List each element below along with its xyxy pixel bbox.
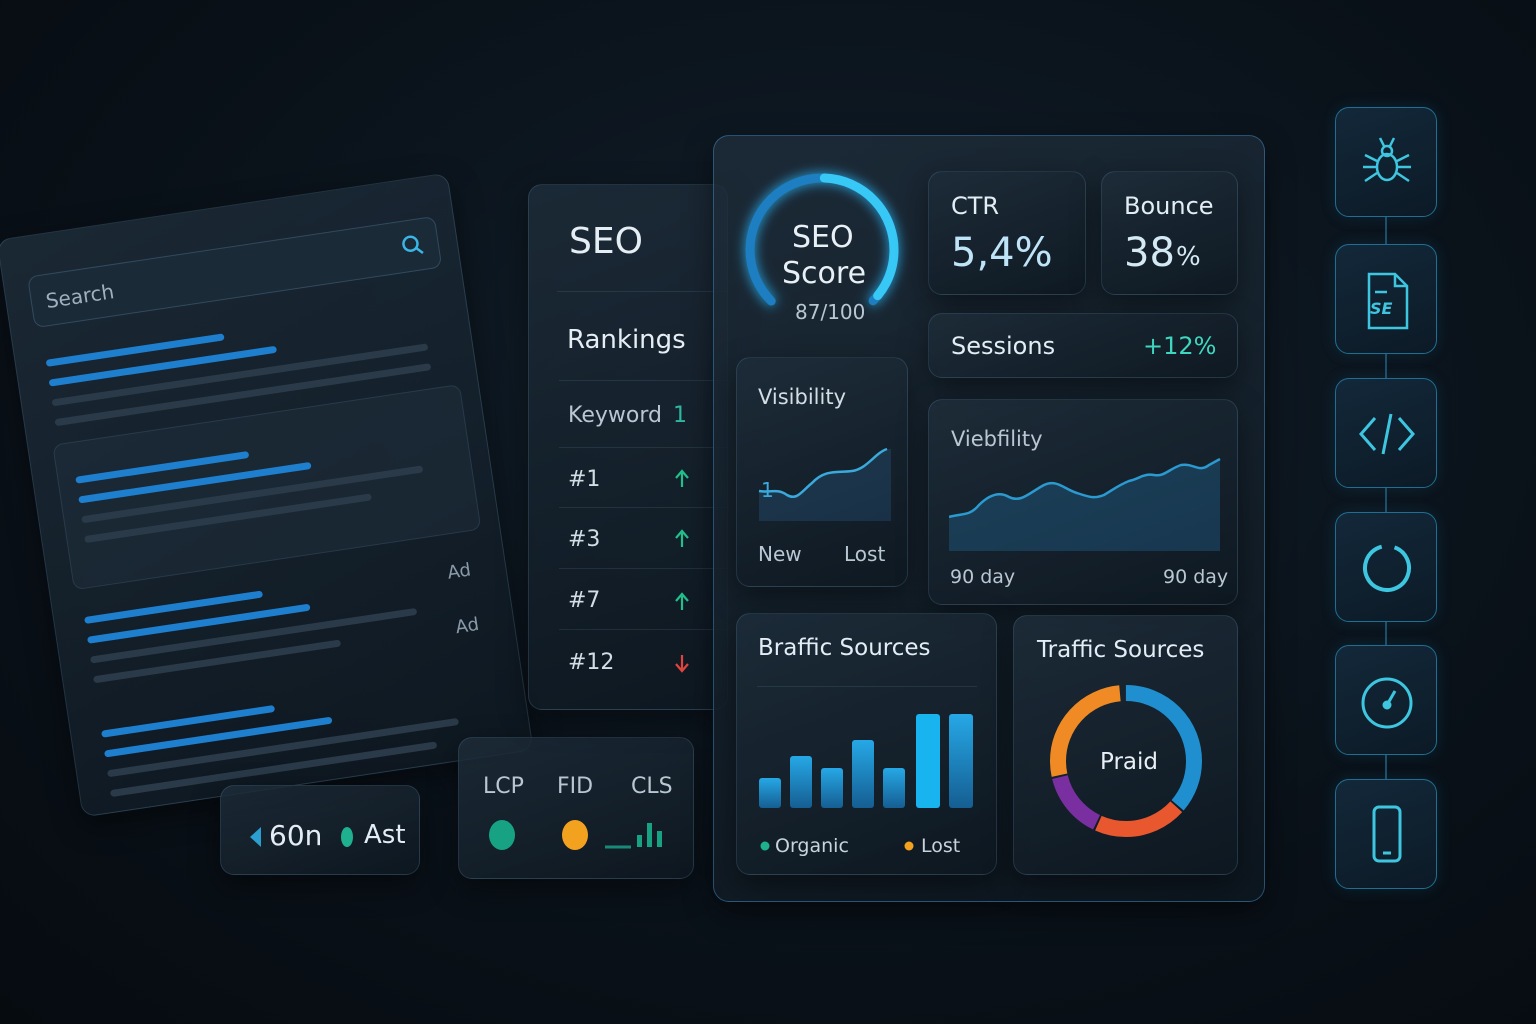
legend-label: Lost	[921, 835, 961, 857]
braffic-card: Braffic Sources Organic Lost	[736, 613, 997, 875]
ring-icon[interactable]	[1335, 512, 1437, 622]
legend-dot	[904, 841, 914, 851]
visibility-card: Visibility 1 New Lost	[736, 357, 908, 587]
footer-left: 60n	[269, 819, 323, 852]
speed-icon[interactable]	[1335, 645, 1437, 755]
crawler-icon[interactable]	[1335, 107, 1437, 217]
search-placeholder: Search	[44, 279, 116, 314]
legend-label: New	[758, 542, 802, 566]
rank-label: #7	[568, 588, 601, 613]
divider	[557, 291, 729, 292]
bounce-label: Bounce	[1124, 192, 1214, 220]
vital-indicators	[489, 820, 662, 850]
score-gauge	[745, 173, 899, 327]
result-line	[87, 603, 311, 644]
rank-label: #3	[568, 527, 601, 552]
result-line	[104, 716, 333, 758]
sessions-card: Sessions +12%	[928, 313, 1238, 378]
axis-label: 90 day	[1163, 566, 1229, 588]
ctr-card: CTR 5,4%	[928, 171, 1086, 295]
sessions-label: Sessions	[951, 332, 1056, 360]
ad-label: Ad	[446, 559, 473, 584]
divider	[559, 447, 729, 448]
sessions-change: +12%	[1143, 332, 1217, 360]
donut-center: Praid	[1100, 749, 1159, 775]
braffic-title: Braffic Sources	[758, 635, 931, 661]
divider	[559, 568, 729, 569]
ad-label: Ad	[454, 613, 481, 639]
visibility-title: Visibility	[758, 385, 847, 409]
search-panel: Search Ad Ad	[0, 172, 534, 818]
column-value: 1	[673, 403, 687, 428]
rank-label: #1	[568, 467, 601, 492]
left-marker	[250, 827, 261, 847]
connector	[1385, 200, 1387, 800]
dot-marker	[341, 827, 353, 847]
legend-label: Organic	[775, 835, 849, 857]
rankings-panel: SEO Rankings Keyword 1 #1 #3 #7 #12	[528, 184, 729, 710]
axis-label: 90 day	[950, 566, 1016, 588]
ctr-label: CTR	[951, 192, 1000, 220]
divider	[559, 507, 729, 508]
search-box[interactable]: Search	[27, 215, 443, 329]
legend-label: Lost	[844, 542, 886, 566]
traffic-card: Traffic Sources Praid	[1013, 615, 1238, 875]
viebfility-card: Viebfility 90 day 90 day	[928, 399, 1238, 605]
rank-label: #12	[568, 650, 615, 675]
bar-chart	[759, 714, 973, 808]
vital-label: LCP	[483, 774, 524, 799]
file-label: SE	[1370, 299, 1393, 318]
code-icon[interactable]	[1335, 378, 1437, 488]
search-icon[interactable]	[398, 231, 428, 261]
visibility-marker: 1	[761, 478, 774, 502]
footer-card: 60n Ast	[220, 785, 420, 875]
divider	[559, 380, 729, 381]
rankings-heading: Rankings	[567, 325, 686, 355]
vitals-card: LCP FID CLS	[458, 737, 694, 879]
divider	[559, 629, 729, 630]
panel-title: SEO	[569, 221, 643, 262]
column-label: Keyword	[568, 403, 662, 428]
viebfility-area	[949, 457, 1221, 551]
score-title: SEO	[792, 220, 854, 255]
score-title: Score	[782, 256, 867, 291]
mobile-icon[interactable]	[1335, 779, 1437, 889]
legend-dot	[760, 841, 770, 851]
score-value: 87/100	[795, 300, 866, 324]
donut	[1050, 685, 1202, 837]
divider	[757, 686, 977, 687]
ctr-value: 5,4%	[951, 230, 1053, 276]
bounce-unit: %	[1176, 242, 1201, 272]
traffic-title: Traffic Sources	[1037, 637, 1205, 663]
trend-arrows	[675, 469, 689, 673]
result-line	[48, 345, 278, 387]
vital-label: CLS	[631, 774, 673, 799]
footer-right: Ast	[364, 820, 406, 850]
bounce-card: Bounce 38 %	[1101, 171, 1238, 295]
visibility-sparkline	[758, 447, 891, 521]
viebfility-title: Viebfility	[951, 427, 1043, 451]
result-line	[92, 639, 342, 684]
bounce-value: 38	[1124, 230, 1175, 276]
file-icon[interactable]: SE	[1335, 244, 1437, 354]
vital-label: FID	[557, 774, 594, 799]
